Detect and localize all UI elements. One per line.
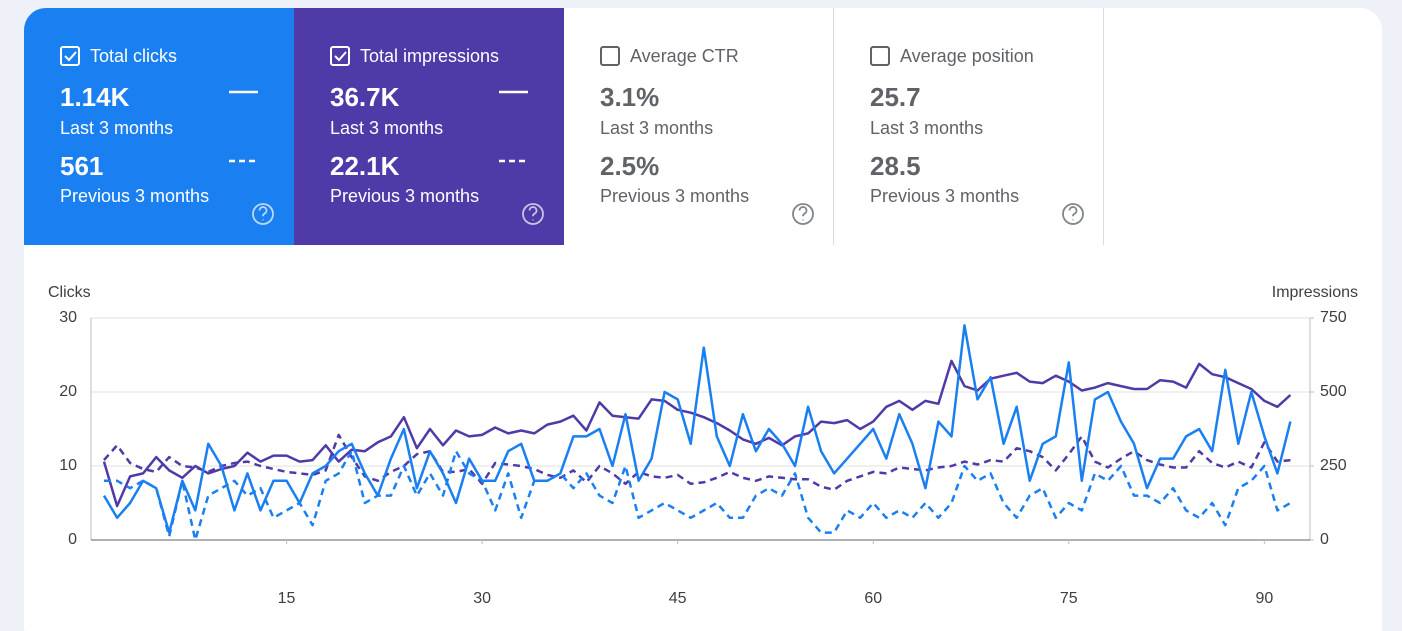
metric-card[interactable]: Average CTR 3.1% Last 3 months 2.5% Previous… — [564, 0, 834, 245]
previous-value: 561 — [60, 151, 103, 181]
current-value: 36.7K — [330, 82, 400, 112]
previous-line — [103, 433, 1291, 491]
checkbox — [60, 46, 80, 66]
current-period: Last 3 months — [870, 118, 983, 138]
checkbox — [870, 46, 890, 66]
card-label: Total clicks — [90, 46, 177, 66]
x-tick-label: 90 — [1255, 590, 1273, 607]
metric-card[interactable]: Total impressions 36.7K Last 3 months 22.1K… — [294, 0, 564, 245]
help-glyph — [258, 206, 268, 221]
y2-tick-label: 500 — [1320, 383, 1347, 400]
current-line — [102, 359, 1292, 508]
previous-period: Previous 3 months — [600, 186, 749, 206]
x-tick-label: 30 — [473, 590, 491, 607]
current-value: 1.14K — [60, 82, 130, 112]
x-tick-label: 75 — [1060, 590, 1078, 607]
previous-value: 22.1K — [330, 151, 400, 181]
y-tick-label: 10 — [59, 457, 77, 474]
chart: Clicks Impressions 0 10 20 30 0 250 500 750 15 30… — [48, 284, 1358, 607]
y2-tick-label: 250 — [1320, 457, 1347, 474]
x-tick-label: 60 — [864, 590, 882, 607]
help-glyph — [798, 206, 808, 221]
metric-cards: Total clicks 1.14K Last 3 months 561 Previou… — [24, 0, 1104, 245]
checkmark — [64, 51, 77, 62]
checkmark — [334, 51, 347, 62]
y-tick-label: 20 — [59, 383, 77, 400]
previous-line — [104, 449, 1292, 542]
card-label: Total impressions — [360, 46, 499, 66]
y-tick-label: 0 — [68, 531, 77, 548]
card-label: Average CTR — [630, 46, 739, 66]
card-border — [1103, 8, 1104, 245]
previous-period: Previous 3 months — [870, 186, 1019, 206]
current-period: Last 3 months — [600, 118, 713, 138]
current-period: Last 3 months — [60, 118, 173, 138]
help-glyph — [528, 206, 538, 221]
previous-period: Previous 3 months — [330, 186, 479, 206]
previous-period: Previous 3 months — [60, 186, 209, 206]
current-line — [102, 324, 1292, 534]
help-icon[interactable] — [522, 203, 544, 225]
metric-card[interactable]: Average position 25.7 Last 3 months 28.5 Pre… — [834, 0, 1104, 245]
card-border — [833, 8, 834, 245]
x-tick-label: 15 — [278, 590, 296, 607]
current-value: 25.7 — [870, 82, 921, 112]
y2-axis-label: Impressions — [1272, 284, 1358, 301]
y2-tick-label: 750 — [1320, 309, 1347, 326]
help-icon[interactable] — [792, 203, 814, 225]
card-label: Average position — [900, 46, 1034, 66]
previous-value: 2.5% — [600, 151, 659, 181]
previous-value: 28.5 — [870, 151, 921, 181]
y-tick-label: 30 — [59, 309, 77, 326]
checkbox — [330, 46, 350, 66]
help-icon[interactable] — [1062, 203, 1084, 225]
metric-card[interactable]: Total clicks 1.14K Last 3 months 561 Previou… — [24, 0, 294, 245]
y-axis-label: Clicks — [48, 284, 91, 301]
y2-tick-label: 0 — [1320, 531, 1329, 548]
current-value: 3.1% — [600, 82, 659, 112]
help-glyph — [1068, 206, 1078, 221]
x-tick-label: 45 — [669, 590, 687, 607]
current-period: Last 3 months — [330, 118, 443, 138]
help-icon[interactable] — [252, 203, 274, 225]
checkbox — [600, 46, 620, 66]
